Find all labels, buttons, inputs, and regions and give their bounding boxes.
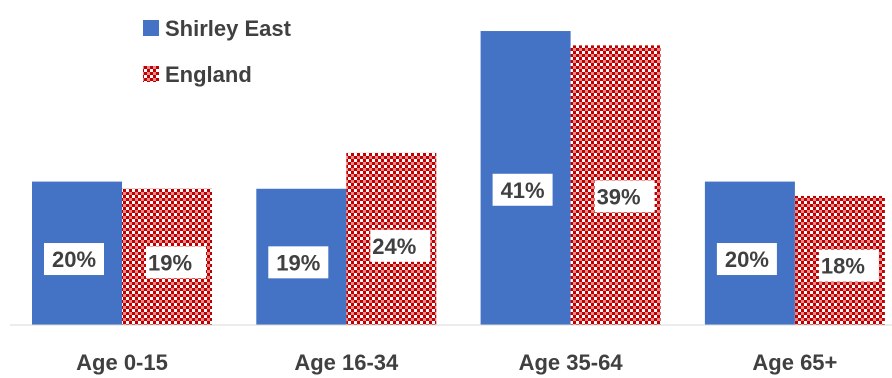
legend-swatch-shirley-east bbox=[143, 20, 159, 36]
data-label-england-age-0-15: 19% bbox=[148, 250, 192, 275]
legend-item-england: England bbox=[143, 62, 252, 87]
data-label-background bbox=[716, 243, 777, 276]
plot-area: 20% 19% 19% 24% 41% 39% 20% 18% bbox=[32, 31, 885, 326]
data-label-shirley-east-age-16-34: 19% bbox=[276, 250, 320, 275]
legend-item-shirley-east: Shirley East bbox=[143, 16, 292, 41]
x-tick-label-age-35-64: Age 35-64 bbox=[519, 350, 624, 375]
data-label-background bbox=[44, 243, 104, 276]
data-label-background bbox=[370, 229, 431, 262]
data-label-background bbox=[492, 173, 553, 206]
x-axis-tick-labels: Age 0-15 Age 16-34 Age 35-64 Age 65+ bbox=[76, 350, 837, 375]
legend: Shirley East England bbox=[143, 16, 292, 87]
data-label-england-age-16-34: 24% bbox=[372, 234, 416, 259]
data-label-england-age-35-64: 39% bbox=[597, 184, 641, 209]
data-label-background bbox=[268, 246, 329, 279]
data-label-background bbox=[594, 180, 655, 213]
data-label-shirley-east-age-35-64: 41% bbox=[501, 178, 545, 203]
legend-swatch-england bbox=[143, 66, 159, 82]
legend-label-shirley-east: Shirley East bbox=[165, 16, 292, 41]
x-tick-label-age-0-15: Age 0-15 bbox=[76, 350, 168, 375]
x-tick-label-age-65: Age 65+ bbox=[752, 350, 837, 375]
data-label-background bbox=[818, 249, 879, 282]
data-label-background bbox=[146, 246, 206, 279]
legend-label-england: England bbox=[165, 62, 252, 87]
data-label-shirley-east-age-65: 20% bbox=[725, 247, 769, 272]
x-tick-label-age-16-34: Age 16-34 bbox=[294, 350, 399, 375]
data-label-shirley-east-age-0-15: 20% bbox=[52, 247, 96, 272]
data-label-england-age-65: 18% bbox=[821, 254, 865, 279]
